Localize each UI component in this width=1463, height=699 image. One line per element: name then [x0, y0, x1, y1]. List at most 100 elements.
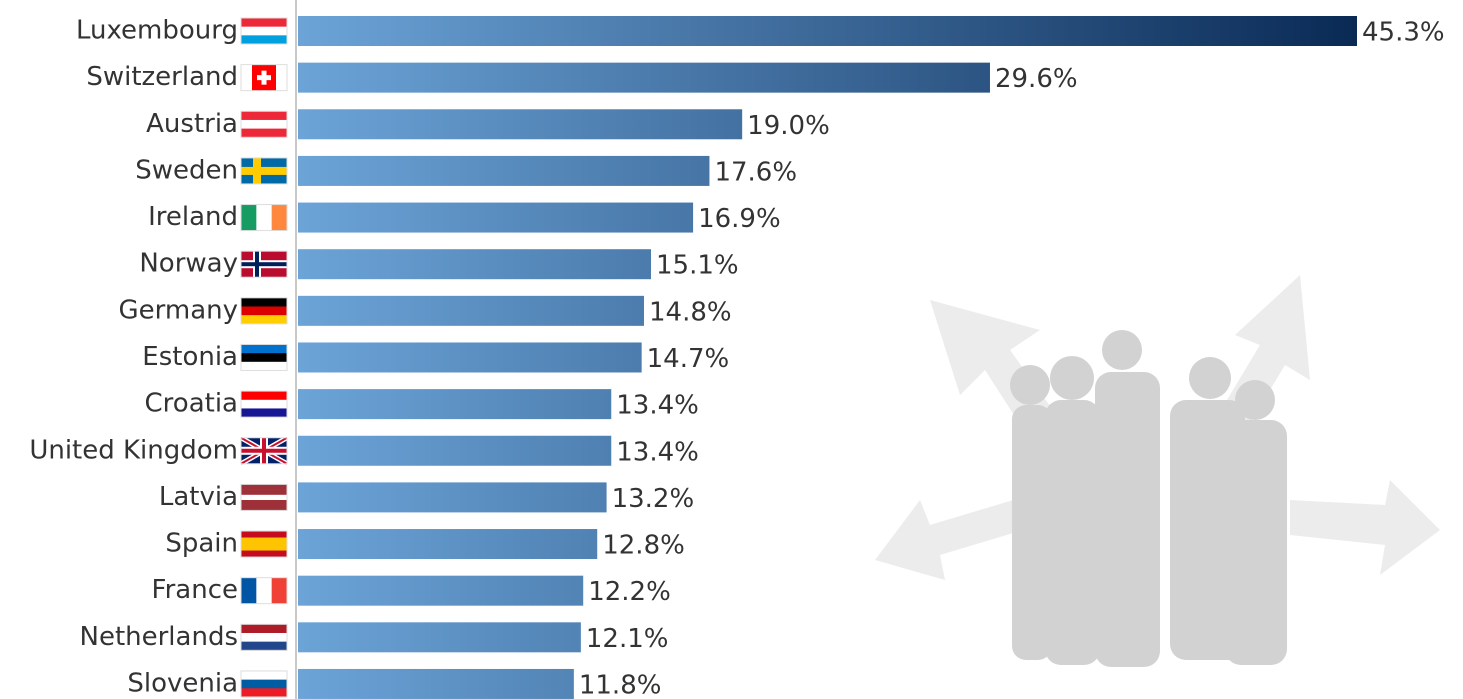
flag-part	[241, 670, 287, 680]
flag	[240, 297, 288, 325]
flag-part	[241, 688, 287, 698]
category-label: Germany	[118, 295, 238, 325]
value-label: 13.4%	[616, 391, 699, 421]
flag-border	[240, 530, 288, 558]
flag-part	[241, 505, 287, 511]
flag-part	[241, 111, 287, 121]
flag-part	[241, 489, 287, 496]
bar	[298, 249, 651, 280]
flag	[240, 64, 288, 92]
flag-part	[241, 18, 287, 27]
flag-part	[241, 306, 287, 316]
flag-part	[241, 297, 287, 307]
flag-part	[241, 641, 287, 651]
bar	[298, 622, 581, 653]
flag-part	[241, 315, 287, 325]
flag-part	[241, 531, 287, 538]
flag-border	[240, 437, 288, 465]
bar	[298, 16, 1357, 46]
flag	[239, 435, 289, 466]
arrow	[875, 495, 1040, 580]
flag-part	[241, 544, 287, 551]
flag-border	[240, 110, 288, 138]
bar	[298, 342, 642, 373]
background-illustration	[875, 275, 1440, 667]
value-label: 14.7%	[647, 344, 730, 374]
flag-part	[241, 494, 287, 501]
flag	[240, 623, 288, 651]
flag-part	[241, 484, 287, 490]
bar	[298, 482, 607, 513]
category-label: Croatia	[145, 389, 238, 419]
flag-border	[240, 204, 288, 232]
value-label: 12.2%	[588, 577, 671, 607]
category-label: Slovenia	[127, 668, 238, 698]
flag-part	[241, 399, 287, 409]
flag-part	[257, 75, 271, 81]
flag-part	[241, 119, 287, 129]
flag-border	[240, 250, 288, 278]
category-label: France	[152, 575, 238, 605]
value-label: 15.1%	[656, 251, 739, 281]
category-label: Spain	[165, 529, 238, 559]
category-label: United Kingdom	[29, 435, 238, 465]
value-label: 19.0%	[747, 111, 830, 141]
flag	[240, 343, 288, 371]
flag-part	[241, 632, 287, 642]
bar	[298, 62, 990, 93]
value-label: 12.1%	[586, 624, 669, 654]
value-label: 13.4%	[616, 437, 699, 467]
bar	[298, 109, 743, 140]
flag-border	[240, 157, 288, 185]
flag-part	[241, 26, 287, 36]
flag	[240, 530, 288, 558]
flag-border	[240, 390, 288, 418]
category-label: Norway	[139, 249, 238, 279]
category-label: Austria	[146, 109, 238, 139]
flag	[240, 670, 288, 698]
flag-part	[241, 550, 287, 558]
flag-part	[241, 344, 287, 354]
flag	[240, 110, 288, 138]
bar	[298, 295, 644, 326]
flag-border	[240, 64, 288, 92]
flag-part	[241, 577, 257, 604]
flag-part	[241, 448, 287, 453]
flag	[240, 250, 288, 278]
bar	[298, 435, 612, 466]
bar	[298, 668, 574, 699]
flag-part	[241, 537, 287, 545]
category-label: Switzerland	[86, 62, 238, 92]
flag	[240, 483, 288, 511]
bar	[298, 529, 598, 560]
category-label: Ireland	[148, 202, 238, 232]
bar	[298, 155, 710, 186]
value-label: 13.2%	[612, 484, 695, 514]
category-label: Luxembourg	[76, 16, 238, 46]
flag	[240, 157, 288, 185]
flag-part	[241, 35, 287, 45]
value-label: 45.3%	[1362, 18, 1445, 48]
flag-part	[241, 353, 287, 363]
flag-part	[241, 128, 287, 138]
value-label: 16.9%	[698, 204, 781, 234]
flag-part	[256, 577, 272, 604]
flag	[240, 17, 288, 45]
flag-part	[241, 391, 287, 401]
flag-part	[271, 204, 288, 231]
flag-part	[256, 204, 272, 231]
value-label: 17.6%	[714, 157, 797, 187]
value-label: 14.8%	[649, 297, 732, 327]
flag-border	[240, 577, 288, 605]
flag-part	[241, 204, 257, 231]
flag	[240, 204, 288, 232]
flag-part	[241, 361, 287, 371]
value-label: 12.8%	[602, 531, 685, 561]
people-silhouette	[1010, 330, 1287, 667]
arrow	[1290, 480, 1440, 575]
flag-border	[240, 670, 288, 698]
flag-part	[241, 500, 287, 506]
bar	[298, 202, 694, 233]
